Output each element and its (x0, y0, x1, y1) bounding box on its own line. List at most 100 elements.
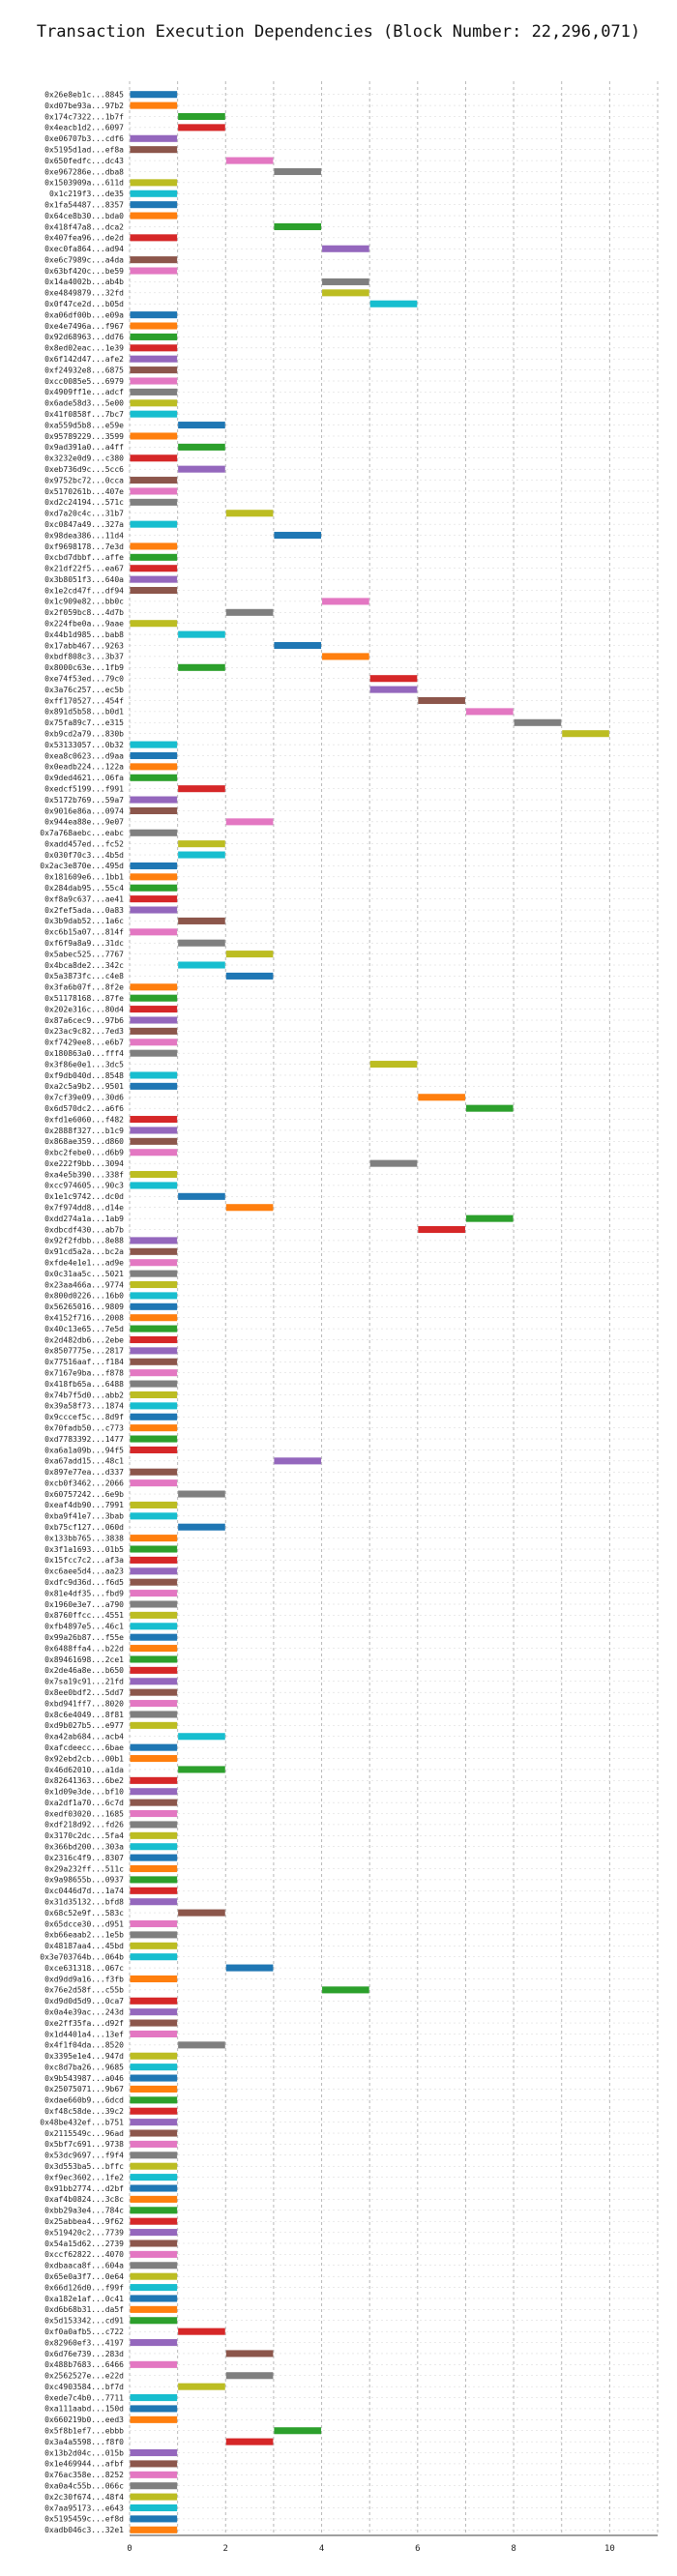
y-tick-label: 0xadd457ed...fc52 (44, 839, 124, 848)
y-tick-label: 0x92f2fdbb...8e88 (44, 1237, 124, 1245)
y-tick-label: 0xa182e1af...0c41 (44, 2295, 124, 2303)
bar (130, 2129, 178, 2137)
y-tick-label: 0xc0446d7d...1a74 (44, 1887, 124, 1895)
bar (130, 366, 178, 374)
y-tick-label: 0x98dea386...11d4 (44, 531, 124, 540)
bar (130, 553, 178, 561)
y-tick-label: 0x81e4df35...fbd9 (44, 1589, 124, 1597)
bar (178, 2041, 225, 2049)
y-tick-label: 0x70fadb50...c773 (44, 1423, 124, 1432)
bar (130, 355, 178, 363)
bar (130, 520, 178, 528)
bar (130, 1016, 178, 1024)
y-tick-label: 0x9ded4621...06fa (44, 774, 124, 782)
bar (130, 2064, 178, 2071)
y-tick-label: 0x9752bc72...0cca (44, 476, 124, 484)
y-tick-label: 0x1d4401a4...13ef (44, 2030, 124, 2038)
vertical-gridlines (129, 81, 659, 2535)
y-tick-label: 0xe4849879...32fd (44, 289, 124, 298)
y-tick-label: 0x891d5b58...b0d1 (44, 708, 124, 717)
y-tick-label: 0x89461698...2ce1 (44, 1655, 124, 1664)
bar (130, 1799, 178, 1806)
y-tick-label: 0xfb4897e5...46c1 (44, 1623, 124, 1631)
bar (130, 1335, 178, 1344)
y-tick-label: 0xdf218d92...fd26 (44, 1821, 124, 1830)
bar (130, 212, 178, 220)
y-tick-label: 0x8000c63e...1fb9 (44, 663, 124, 672)
y-tick-label: 0xdbaaca8f...604a (44, 2262, 124, 2270)
y-tick-label: 0xdfc9d36d...f6d5 (44, 1578, 124, 1587)
bar (130, 311, 178, 319)
bar (130, 388, 178, 395)
bar (418, 1094, 465, 1101)
y-tick-label: 0x76e2d58f...c55b (44, 1986, 124, 1995)
bar (130, 1270, 178, 1277)
y-tick-label: 0x944ea88e...9e07 (44, 818, 124, 827)
bar (130, 542, 178, 550)
y-tick-label: 0xa06df00b...e09a (44, 310, 124, 319)
bar (130, 1314, 178, 1322)
bar (130, 575, 178, 583)
y-tick-label: 0x650fedfc...dc43 (44, 157, 124, 165)
bar (225, 818, 274, 826)
y-tick-label: 0xafcdeecc...6bae (44, 1743, 124, 1752)
y-tick-label: 0xc4903584...bf7d (44, 2383, 124, 2391)
y-tick-label: 0x366bd200...303a (44, 1843, 124, 1852)
y-tick-label: 0x77516aaf...f184 (44, 1358, 124, 1366)
bar (322, 278, 369, 285)
bar (130, 2284, 178, 2292)
bar (130, 1711, 178, 1718)
bar (369, 1159, 418, 1167)
bar (130, 1137, 178, 1145)
y-tick-label: 0x44b1d985...bab8 (44, 630, 124, 639)
bar (130, 587, 178, 595)
bar (130, 2085, 178, 2093)
bar (130, 1413, 178, 1420)
y-tick-label: 0x76ac358e...8252 (44, 2471, 124, 2479)
bar (178, 961, 225, 969)
y-tick-label: 0x8760ffcc...4551 (44, 1611, 124, 1620)
bar (130, 1512, 178, 1520)
y-tick-label: 0xd2c24194...571c (44, 498, 124, 507)
y-tick-label: 0x3d553ba5...bffc (44, 2162, 124, 2171)
bar (130, 487, 178, 495)
y-tick-label: 0xaf4b0824...3c8c (44, 2195, 124, 2204)
bar (130, 620, 178, 628)
y-tick-label: 0x1fa54487...8357 (44, 200, 124, 209)
y-tick-label: 0x3e703764b...064b (40, 1952, 124, 1961)
y-tick-label: 0x53133057...0b32 (44, 741, 124, 749)
y-tick-label: 0xff170527...454f (44, 696, 124, 705)
y-tick-label: 0x7167e9ba...f878 (44, 1368, 124, 1377)
bar (130, 1006, 178, 1013)
bar (130, 2152, 178, 2159)
y-tick-label: 0x92ebd2cb...00b1 (44, 1754, 124, 1763)
y-tick-label: 0x2888f327...b1c9 (44, 1127, 124, 1135)
bar (130, 399, 178, 407)
y-tick-label: 0x9cccef5c...8d9f (44, 1413, 124, 1421)
bar (130, 1975, 178, 1983)
bar (130, 1700, 178, 1708)
bar (130, 2415, 178, 2423)
x-tick-label: 10 (604, 2544, 615, 2554)
y-tick-label: 0x3f1a1693...01b5 (44, 1545, 124, 1554)
y-tick-label: 0x53dc9697...f9f4 (44, 2152, 124, 2160)
y-tick-label: 0xb66eaab2...1e5b (44, 1931, 124, 1940)
y-tick-label: 0x660219b0...eed3 (44, 2415, 124, 2424)
y-tick-label: 0x9ad391a0...a4ff (44, 443, 124, 452)
y-tick-label: 0x6d76e739...283d (44, 2350, 124, 2358)
y-tick-label: 0x133bb765...3838 (44, 1534, 124, 1542)
y-tick-label: 0x17abb467...9263 (44, 641, 124, 650)
bar (418, 696, 465, 705)
bar (130, 2207, 178, 2214)
y-tick-label: 0x82641363...6be2 (44, 1776, 124, 1785)
bar (130, 2360, 178, 2368)
y-tick-label: 0xede7c4b0...7711 (44, 2393, 124, 2402)
y-tick-label: 0x1c219f3...de35 (49, 190, 124, 198)
bar (130, 2217, 178, 2225)
bar (130, 201, 178, 209)
y-tick-label: 0x75fa89c7...e315 (44, 718, 124, 727)
y-tick-label: 0x418fb65a...6488 (44, 1380, 124, 1389)
y-tick-label: 0x46d62010...a1da (44, 1766, 124, 1774)
y-tick-label: 0x5195d1ad...ef8a (44, 145, 124, 154)
